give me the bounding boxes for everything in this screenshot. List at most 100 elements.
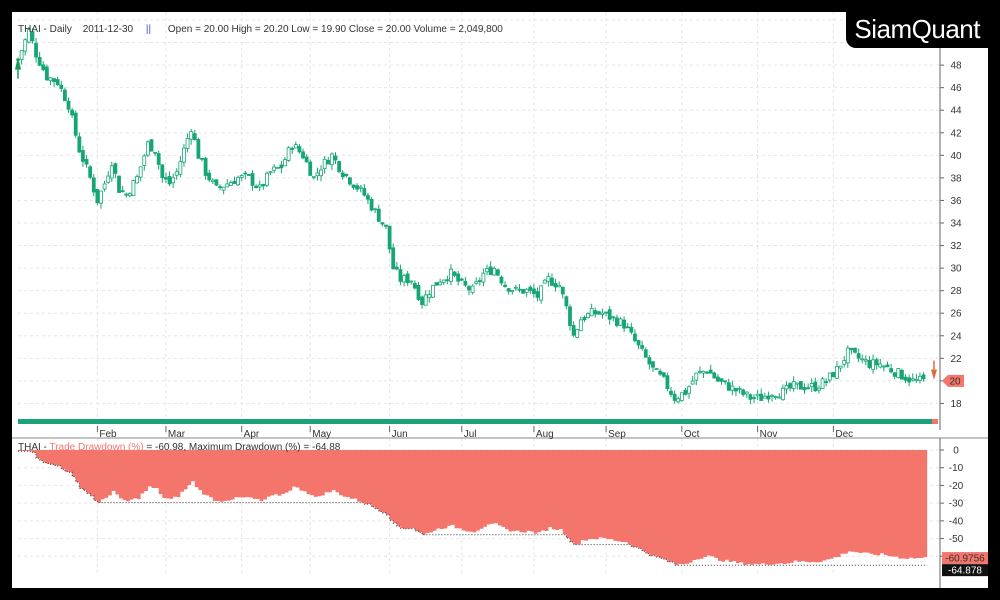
price-candle [380, 222, 385, 227]
drawdown-last-label: -60.9756 [945, 554, 985, 565]
price-candle [431, 284, 435, 299]
price-candle [221, 186, 226, 195]
price-candle [322, 156, 327, 174]
price-candle [510, 290, 515, 295]
drawdown-tick-label: -40 [949, 516, 964, 527]
price-candles [15, 26, 938, 424]
price-candle [658, 368, 663, 376]
sell-arrow-icon [931, 369, 937, 380]
price-candle [914, 373, 919, 384]
price-candle [820, 376, 825, 389]
price-candle [708, 364, 713, 374]
price-candle [427, 290, 432, 303]
price-candle [315, 167, 320, 181]
price-candle [174, 168, 179, 180]
price-candle [55, 76, 60, 87]
price-candle [824, 378, 829, 387]
price-candle [149, 139, 154, 152]
price-candle [283, 157, 287, 167]
price-candle [582, 315, 587, 323]
price-candle [470, 284, 475, 295]
price-candle [88, 165, 93, 180]
price-candle [643, 347, 648, 359]
price-candle [618, 317, 623, 327]
x-axis-month-labels: Feb Mar Apr May Jun Jul Aug Sep Oct Nov Dec [96, 426, 853, 440]
drawdown-area [18, 450, 928, 566]
price-candle [813, 377, 818, 392]
drawdown-tick-label: -10 [949, 463, 964, 474]
price-candle [737, 386, 742, 394]
price-candle [705, 371, 709, 375]
price-candle [568, 304, 572, 331]
price-candle [333, 152, 338, 164]
price-candle [701, 370, 706, 379]
price-candle [156, 150, 161, 170]
price-candle [607, 306, 612, 325]
price-candle [275, 166, 280, 169]
price-candle [770, 394, 774, 402]
price-candle [189, 129, 194, 145]
price-candle [279, 160, 284, 174]
price-candle [687, 385, 691, 399]
price-candle [777, 393, 782, 399]
price-candle [41, 61, 46, 72]
price-candle [449, 264, 453, 286]
max-drawdown-label: -64.878 [948, 566, 982, 577]
price-candle [799, 380, 803, 390]
price-candle [243, 170, 248, 180]
price-candle [326, 156, 331, 165]
price-candle [416, 281, 421, 301]
price-candle [236, 175, 240, 187]
price-candle [355, 183, 360, 193]
price-tick-label: 26 [950, 309, 962, 320]
price-candle [91, 174, 96, 197]
price-candle [95, 189, 100, 205]
month-label: Feb [99, 429, 117, 440]
drawdown-y-axis: 0-10-20-30-40-50-60-60.9756-64.878 [939, 438, 988, 588]
price-candle [831, 371, 836, 378]
price-candle [394, 261, 399, 271]
price-candle [557, 281, 562, 288]
price-candle [268, 170, 273, 176]
price-candle [856, 348, 861, 363]
drawdown-fill [18, 450, 928, 566]
price-candle [546, 272, 551, 287]
price-candle [726, 378, 731, 391]
price-candle [896, 367, 901, 379]
price-candle [113, 162, 118, 179]
buy-arrow-icon [15, 56, 21, 70]
price-candle [304, 154, 309, 163]
price-candle [26, 26, 31, 44]
price-candle [351, 184, 356, 190]
position-bar-exit [932, 419, 938, 424]
price-tick-label: 22 [950, 354, 962, 365]
price-candle [806, 383, 811, 390]
price-candle [665, 372, 670, 392]
price-candle [853, 347, 857, 354]
price-candle [290, 146, 295, 155]
last-price-tag [942, 374, 964, 387]
price-candle [164, 172, 168, 183]
price-candle [257, 180, 262, 191]
price-candle [44, 64, 49, 82]
price-candle [524, 288, 529, 297]
price-candle [376, 204, 381, 222]
price-candle [145, 140, 150, 158]
price-candle [340, 170, 345, 180]
price-candle [362, 184, 367, 197]
price-candle [261, 183, 266, 190]
price-candle [716, 374, 720, 383]
price-candle [838, 365, 843, 372]
price-candle [210, 178, 215, 185]
price-candle [647, 354, 652, 370]
price-candle [358, 185, 363, 193]
price-candle [99, 190, 103, 209]
price-candle [553, 278, 558, 292]
price-candle [550, 273, 554, 287]
price-candle [420, 295, 424, 309]
price-tick-label: 18 [950, 399, 962, 410]
price-candle [463, 276, 468, 288]
price-candle [391, 243, 396, 270]
price-candle [63, 87, 67, 102]
